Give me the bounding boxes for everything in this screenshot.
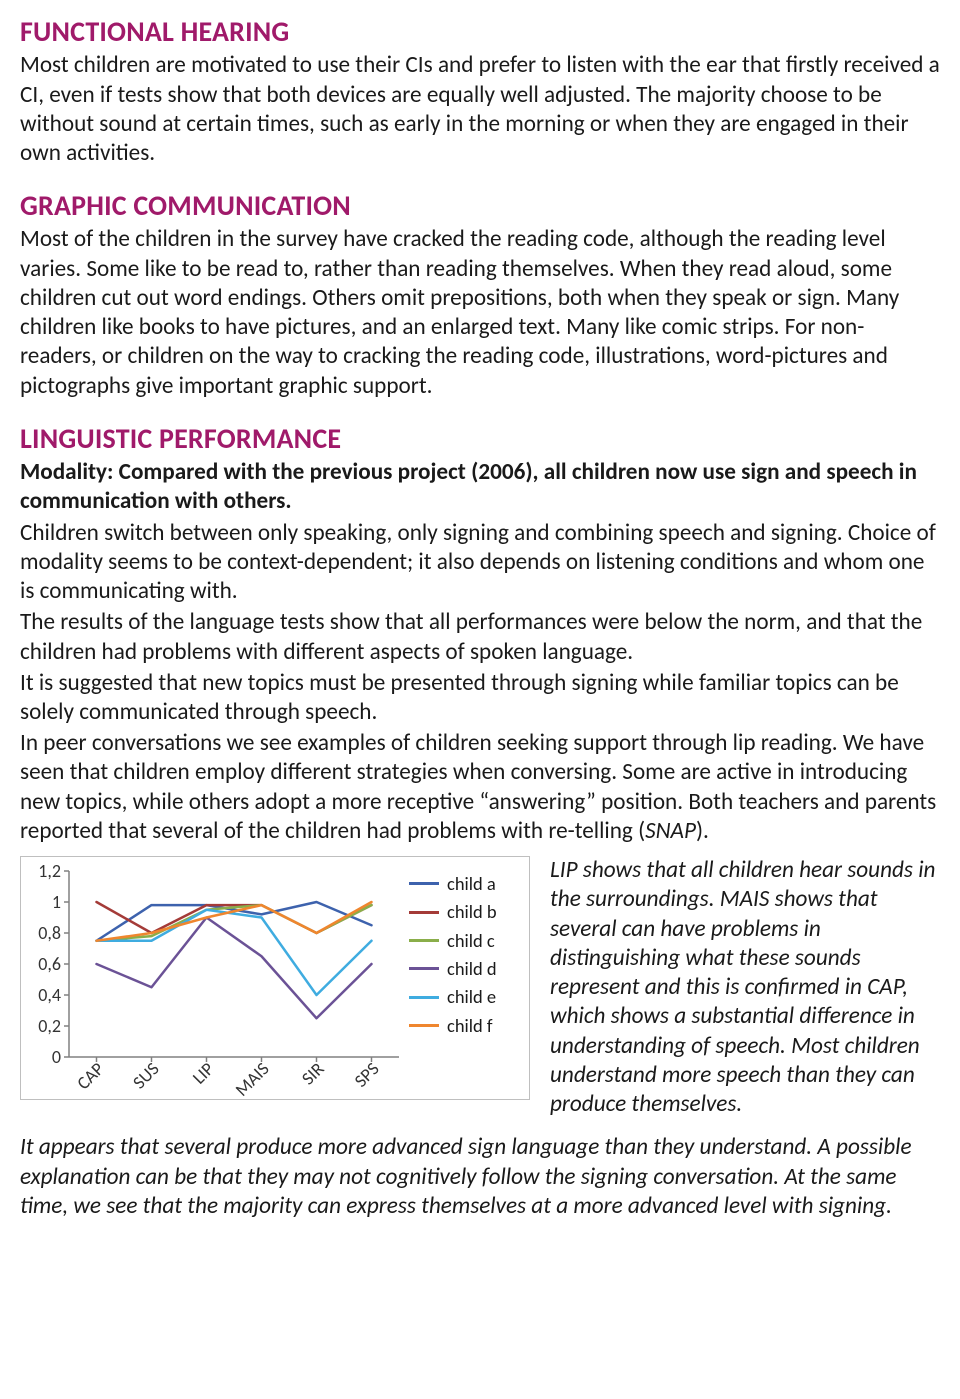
linguistic-p4a: In peer conversations we see examples of…	[20, 729, 936, 845]
chart-row: 0 0,2 0,4 0,6 0,8 1 1,2 CAP SUS LIP MAIS SIR SPS chi…	[20, 856, 940, 1121]
chart-col: 0 0,2 0,4 0,6 0,8 1 1,2 CAP SUS LIP MAIS SIR SPS chi…	[20, 856, 530, 1121]
legend-swatch	[409, 911, 439, 914]
svg-text:SUS: SUS	[128, 1058, 163, 1093]
legend-item: child d	[409, 957, 497, 980]
svg-text:MAIS: MAIS	[231, 1058, 274, 1097]
linguistic-p4: In peer conversations we see examples of…	[20, 729, 940, 846]
svg-text:0,2: 0,2	[38, 1015, 61, 1037]
legend-swatch	[409, 939, 439, 942]
chart-side-text-col: LIP shows that all children hear sounds …	[550, 856, 940, 1121]
svg-text:1: 1	[52, 891, 61, 913]
section-graphic-communication: GRAPHIC COMMUNICATION Most of the childr…	[20, 188, 940, 401]
legend-item: child b	[409, 900, 497, 923]
section-linguistic: LINGUISTIC PERFORMANCE Modality: Compare…	[20, 421, 940, 846]
line-chart: 0 0,2 0,4 0,6 0,8 1 1,2 CAP SUS LIP MAIS SIR SPS	[25, 863, 403, 1097]
legend-label: child e	[447, 985, 496, 1008]
body-functional-hearing: Most children are motivated to use their…	[20, 51, 940, 168]
linguistic-bold: Modality: Compared with the previous pro…	[20, 458, 940, 516]
linguistic-p4b: ).	[696, 817, 709, 845]
linguistic-p1: Children switch between only speaking, o…	[20, 519, 940, 607]
legend-label: child f	[447, 1014, 493, 1037]
legend-label: child a	[447, 872, 496, 895]
linguistic-p4-snap: SNAP	[645, 817, 696, 845]
legend-item: child c	[409, 929, 497, 952]
legend-label: child c	[447, 929, 495, 952]
svg-text:1,2: 1,2	[38, 863, 61, 882]
svg-text:LIP: LIP	[188, 1058, 219, 1089]
linguistic-p3: It is suggested that new topics must be …	[20, 669, 940, 727]
closing-text: It appears that several produce more adv…	[20, 1133, 940, 1221]
chart-legend: child a child b child c child d child e child…	[403, 863, 497, 1097]
legend-swatch	[409, 967, 439, 970]
legend-label: child d	[447, 957, 497, 980]
svg-text:CAP: CAP	[72, 1058, 108, 1094]
svg-text:0: 0	[52, 1046, 61, 1068]
heading-graphic-communication: GRAPHIC COMMUNICATION	[20, 188, 940, 223]
chart-box: 0 0,2 0,4 0,6 0,8 1 1,2 CAP SUS LIP MAIS SIR SPS chi…	[20, 856, 530, 1100]
legend-item: child f	[409, 1014, 497, 1037]
section-functional-hearing: FUNCTIONAL HEARING Most children are mot…	[20, 14, 940, 168]
legend-swatch	[409, 996, 439, 999]
legend-label: child b	[447, 900, 497, 923]
legend-swatch	[409, 1024, 439, 1027]
body-graphic-communication: Most of the children in the survey have …	[20, 225, 940, 400]
svg-text:SPS: SPS	[350, 1058, 384, 1092]
legend-item: child a	[409, 872, 497, 895]
svg-text:0,8: 0,8	[38, 922, 61, 944]
linguistic-p2: The results of the language tests show t…	[20, 608, 940, 666]
heading-linguistic: LINGUISTIC PERFORMANCE	[20, 421, 940, 456]
svg-text:SIR: SIR	[297, 1058, 329, 1090]
chart-side-text: LIP shows that all children hear sounds …	[550, 856, 940, 1119]
legend-swatch	[409, 882, 439, 885]
heading-functional-hearing: FUNCTIONAL HEARING	[20, 14, 940, 49]
svg-text:0,4: 0,4	[38, 984, 61, 1006]
svg-text:0,6: 0,6	[38, 953, 61, 975]
legend-item: child e	[409, 985, 497, 1008]
